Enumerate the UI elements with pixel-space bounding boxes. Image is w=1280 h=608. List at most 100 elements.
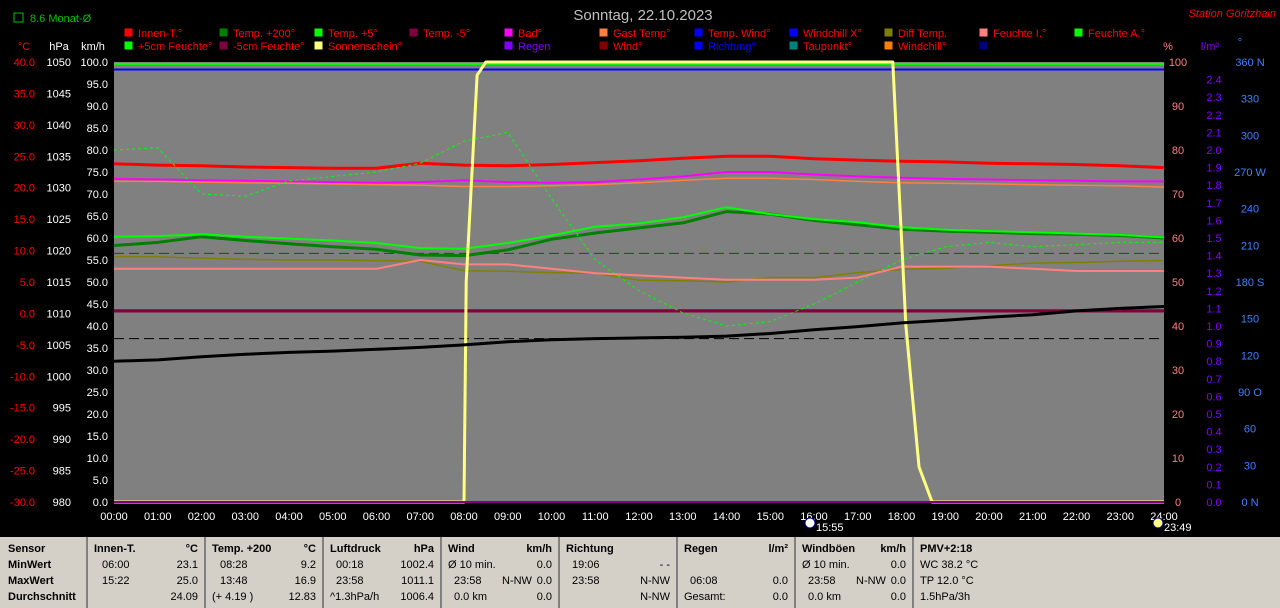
time-tick-label: 14:00 bbox=[713, 511, 741, 523]
time-tick-label: 17:00 bbox=[844, 511, 872, 523]
legend-swatch[interactable] bbox=[978, 27, 989, 38]
time-tick-label: 22:00 bbox=[1063, 511, 1091, 523]
legend-label: Innen-T.° bbox=[138, 28, 182, 40]
legend-item-5cm-feuchte[interactable]: -5cm Feuchte° bbox=[218, 40, 305, 53]
legend-swatch[interactable] bbox=[218, 40, 229, 51]
boeen-distance: 0.0 km bbox=[808, 591, 842, 603]
celsius-tick-label: 10.0 bbox=[14, 246, 35, 258]
legend-swatch[interactable] bbox=[883, 27, 894, 38]
legend-item-luftdruck[interactable]: Luftdruck° bbox=[408, 40, 473, 53]
hpa-tick-label: 1030 bbox=[47, 183, 71, 195]
boeen-avg-value: 0.0 bbox=[890, 591, 906, 603]
stats-temp200: Temp. +200 °C 08:28 9.2 13:48 16.9 (+ 4.… bbox=[206, 537, 324, 608]
legend-item-bad[interactable]: Bad° bbox=[503, 27, 542, 40]
legend-swatch[interactable] bbox=[123, 27, 134, 38]
monat-checkbox[interactable] bbox=[13, 12, 24, 23]
legend-swatch[interactable] bbox=[788, 40, 799, 51]
hpa-tick-label: 1020 bbox=[47, 246, 71, 258]
percent-unit: % bbox=[1163, 41, 1173, 53]
legend-item-temp-5[interactable]: Temp. +5° bbox=[313, 27, 378, 40]
richtung-min-direction: - - bbox=[659, 559, 670, 571]
regen-total-value: 0.0 bbox=[772, 591, 788, 603]
legend-item-innen-t[interactable]: Innen-T.° bbox=[123, 27, 182, 40]
sunrise-time: 15:55 bbox=[816, 522, 844, 534]
legend-swatch[interactable] bbox=[503, 27, 514, 38]
monat-average-label: 8.6 Monat-Ø bbox=[30, 13, 92, 25]
legend-item-richtung[interactable]: Richtung° bbox=[693, 40, 756, 53]
stats-pmv: PMV+2:18 WC 38.2 °C TP 12.0 °C 1.5hPa/3h bbox=[914, 537, 1280, 608]
sunrise-marker: 15:55 bbox=[804, 517, 844, 534]
luftdruck-max-time: 23:58 bbox=[336, 575, 364, 587]
percent-tick-label: 30 bbox=[1172, 365, 1184, 377]
series-line-gast-temp bbox=[114, 177, 1165, 188]
legend-swatch[interactable] bbox=[313, 27, 324, 38]
percent-tick-label: 60 bbox=[1172, 233, 1184, 245]
sunrise-icon bbox=[804, 517, 816, 529]
temp200-max-time: 13:48 bbox=[220, 575, 248, 587]
legend-swatch[interactable] bbox=[218, 27, 229, 38]
direction-tick-label: 30 bbox=[1244, 460, 1256, 472]
time-tick-label: 09:00 bbox=[494, 511, 522, 523]
time-tick-label: 12:00 bbox=[625, 511, 653, 523]
wind-max-value: 0.0 bbox=[536, 575, 552, 587]
rain-tick-label: 0.9 bbox=[1206, 339, 1221, 351]
legend-swatch[interactable] bbox=[978, 40, 989, 51]
temp200-min-time: 08:28 bbox=[220, 559, 248, 571]
richtung-max-time: 23:58 bbox=[572, 575, 600, 587]
celsius-tick-label: 15.0 bbox=[14, 214, 35, 226]
legend-item-5cm-feuchte[interactable]: +5cm Feuchte° bbox=[123, 40, 212, 53]
legend-item-feuchte-a[interactable]: Feuchte A.° bbox=[1073, 27, 1145, 40]
legend-label: Windchill° bbox=[898, 41, 946, 53]
legend-label: Sonnenschein° bbox=[328, 41, 402, 53]
series-line-sonnenschein bbox=[114, 60, 1164, 504]
pmv-windchill: WC 38.2 °C bbox=[920, 559, 979, 571]
legend-item-windchill[interactable]: Windchill° bbox=[883, 40, 946, 53]
temp200-unit: °C bbox=[303, 543, 316, 555]
legend-item-temp-200[interactable]: Temp. +200° bbox=[218, 27, 295, 40]
time-tick-label: 04:00 bbox=[275, 511, 303, 523]
innen-min-time: 06:00 bbox=[102, 559, 130, 571]
legend-swatch[interactable] bbox=[693, 40, 704, 51]
legend-item-windb-en[interactable]: Windböen° bbox=[978, 40, 1047, 53]
percent-tick-label: 0 bbox=[1175, 497, 1181, 509]
legend-swatch[interactable] bbox=[598, 40, 609, 51]
legend-item-diff-temp[interactable]: Diff Temp. bbox=[883, 27, 947, 40]
legend-swatch[interactable] bbox=[123, 40, 134, 51]
legend-item-wind[interactable]: Wind° bbox=[598, 40, 642, 53]
legend-item-regen[interactable]: Regen bbox=[503, 40, 550, 53]
legend-item-feuchte-i[interactable]: Feuchte I.° bbox=[978, 27, 1046, 40]
legend-label: Bad° bbox=[518, 28, 542, 40]
hpa-tick-label: 1050 bbox=[47, 57, 71, 69]
luftdruck-unit: hPa bbox=[413, 543, 434, 555]
time-tick-label: 05:00 bbox=[319, 511, 347, 523]
legend-item-temp-5[interactable]: Temp. -5° bbox=[408, 27, 470, 40]
legend-swatch[interactable] bbox=[408, 40, 419, 51]
legend-item-taupunkt[interactable]: Taupunkt° bbox=[788, 40, 852, 53]
legend-item-sonnenschein[interactable]: Sonnenschein° bbox=[313, 40, 402, 53]
time-tick-label: 00:00 bbox=[100, 511, 128, 523]
time-tick-label: 23:00 bbox=[1106, 511, 1134, 523]
hpa-tick-label: 1015 bbox=[47, 277, 71, 289]
legend-label: Diff Temp. bbox=[898, 28, 947, 40]
legend-item-temp-wind[interactable]: Temp. Wind° bbox=[693, 27, 770, 40]
legend-swatch[interactable] bbox=[313, 40, 324, 51]
hpa-tick-label: 1010 bbox=[47, 308, 71, 320]
kmh-tick-label: 5.0 bbox=[93, 475, 108, 487]
time-tick-label: 07:00 bbox=[406, 511, 434, 523]
legend-swatch[interactable] bbox=[788, 27, 799, 38]
legend-swatch[interactable] bbox=[503, 40, 514, 51]
rain-tick-label: 0.1 bbox=[1206, 479, 1221, 491]
legend-swatch[interactable] bbox=[1073, 27, 1084, 38]
hpa-tick-label: 1035 bbox=[47, 151, 71, 163]
legend-swatch[interactable] bbox=[408, 27, 419, 38]
legend-swatch[interactable] bbox=[883, 40, 894, 51]
celsius-tick-label: 30.0 bbox=[14, 120, 35, 132]
direction-tick-label: 150 bbox=[1241, 314, 1259, 326]
legend-swatch[interactable] bbox=[598, 27, 609, 38]
legend-swatch[interactable] bbox=[693, 27, 704, 38]
direction-tick-label: 210 bbox=[1241, 240, 1259, 252]
legend-item-gast-temp[interactable]: Gast Temp° bbox=[598, 27, 670, 40]
rain-tick-label: 1.1 bbox=[1206, 303, 1221, 315]
direction-tick-label: 0 N bbox=[1241, 497, 1258, 509]
legend-item-windchill-x[interactable]: Windchill X° bbox=[788, 27, 862, 40]
